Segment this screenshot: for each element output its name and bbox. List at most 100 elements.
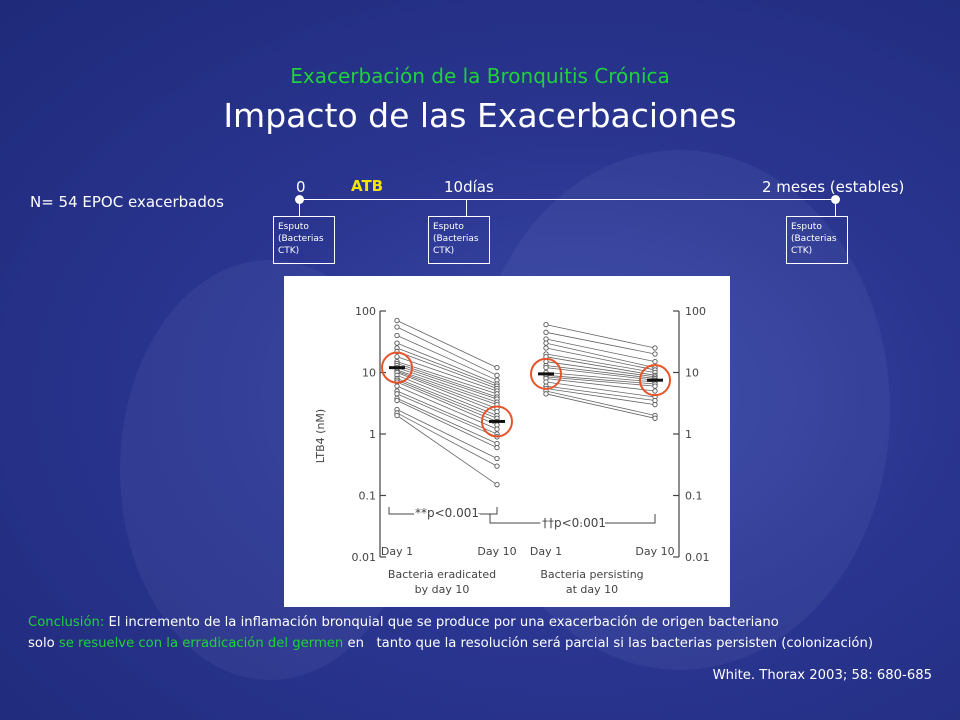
- patient-line: [545, 372, 656, 383]
- ltb4-chart: 100 100 10 10 1 1 0.1 0.1 0.01 0.01 LTB4 (nM) Day 1…: [284, 276, 730, 607]
- conclusion-line1-text: El incremento de la inflamación bronquia…: [108, 615, 779, 630]
- patient-line: [545, 365, 656, 379]
- patient-line: [396, 400, 498, 449]
- sputum-line: CTK): [791, 246, 813, 256]
- x-tick-label: Day 10: [635, 545, 674, 558]
- patient-line: [545, 338, 656, 363]
- data-point-day1: [394, 317, 400, 324]
- timeline-line: [299, 199, 835, 200]
- x-tick-label: Day 1: [381, 545, 413, 558]
- sputum-line: Esputo: [791, 222, 822, 232]
- ltb4-chart-svg: 100 100 10 10 1 1 0.1 0.1 0.01 0.01 LTB4 (nM) Day 1…: [314, 305, 710, 596]
- y-tick-label-left: 0.01: [352, 551, 377, 564]
- patient-line: [545, 342, 656, 369]
- data-point-day10: [652, 345, 658, 351]
- patient-line: [396, 381, 498, 426]
- patient-line: [545, 361, 656, 378]
- conclusion-line2-a: solo: [28, 636, 55, 651]
- highlight-circle: [481, 405, 513, 438]
- patient-line: [396, 374, 498, 416]
- data-point-day1: [394, 397, 400, 404]
- patient-line: [396, 347, 498, 387]
- y-axis-label: LTB4 (nM): [314, 409, 327, 463]
- data-point-day10: [652, 415, 658, 421]
- patient-line: [545, 378, 656, 392]
- data-point-day10: [652, 351, 658, 357]
- patient-line: [545, 347, 656, 371]
- timeline-tick-end: [835, 200, 836, 216]
- x-tick-label: Day 1: [530, 545, 562, 558]
- patient-line: [396, 342, 498, 385]
- y-tick-label-left: 10: [362, 367, 376, 380]
- data-point-day10: [494, 444, 500, 451]
- patient-line: [396, 385, 498, 430]
- atb-label: ATB: [351, 177, 384, 195]
- group-label-persisting: at day 10: [566, 583, 618, 596]
- data-point-day1: [543, 329, 549, 335]
- sputum-line: (Bacterias: [791, 234, 837, 244]
- sputum-line: CTK): [433, 246, 455, 256]
- slide-subtitle: Exacerbación de la Bronquitis Crónica: [290, 64, 670, 88]
- sputum-line: CTK): [278, 246, 300, 256]
- patient-line: [396, 369, 498, 406]
- conclusion-line2-b: en tanto que la resolución será parcial …: [347, 636, 873, 651]
- patient-line: [396, 361, 498, 395]
- patient-line: [396, 351, 498, 389]
- group-label-eradicated: Bacteria eradicated: [388, 568, 496, 581]
- y-tick-label-right: 0.01: [685, 551, 710, 564]
- sputum-line: (Bacterias: [278, 234, 324, 244]
- y-tick-label-right: 1: [685, 428, 692, 441]
- significance-label-1: **p<0.001: [415, 506, 479, 520]
- timeline-dot-end: [831, 195, 840, 204]
- data-point-day1: [394, 332, 400, 339]
- patient-line: [545, 353, 656, 373]
- patient-line: [396, 326, 498, 376]
- timeline-dot-start: [295, 195, 304, 204]
- data-point-day10: [494, 364, 500, 371]
- y-tick-label-left: 100: [355, 305, 376, 318]
- patient-line: [396, 335, 498, 381]
- highlight-circle: [530, 357, 562, 390]
- data-point-day10: [494, 426, 500, 432]
- data-point-day10: [494, 455, 500, 462]
- y-tick-label-left: 0.1: [359, 490, 377, 503]
- data-point-day1: [543, 340, 549, 346]
- slide-title: Impacto de las Exacerbaciones: [223, 96, 737, 135]
- data-point-day10: [494, 372, 500, 378]
- patient-line: [396, 356, 498, 392]
- patient-line: [545, 374, 656, 385]
- data-point-day1: [394, 324, 400, 330]
- data-point-day10: [494, 482, 500, 488]
- y-tick-label-right: 10: [685, 367, 699, 380]
- patient-line: [545, 331, 656, 355]
- cohort-label: N= 54 EPOC exacerbados: [30, 193, 224, 211]
- highlight-circle: [639, 364, 671, 397]
- patient-line: [396, 393, 498, 438]
- data-point-day1: [543, 391, 549, 397]
- patient-line: [396, 363, 498, 398]
- patient-line: [396, 365, 498, 400]
- significance-label-2: ††p<0.001: [542, 516, 606, 530]
- data-point-day10: [652, 359, 658, 365]
- data-point-day10: [652, 402, 658, 408]
- citation: White. Thorax 2003; 58: 680-685: [712, 668, 932, 683]
- patient-line: [545, 367, 656, 381]
- conclusion-line2-green: se resuelve con la erradicación del germ…: [58, 636, 344, 651]
- patient-line: [545, 390, 656, 416]
- patient-line: [396, 372, 498, 413]
- conclusion-text: Conclusión: El incremento de la inflamac…: [28, 612, 948, 654]
- data-point-day1: [394, 354, 400, 360]
- group-label-eradicated: by day 10: [415, 583, 470, 596]
- patient-line: [396, 378, 498, 419]
- patient-line: [396, 409, 498, 459]
- x-tick-label: Day 10: [477, 545, 516, 558]
- sputum-line: Esputo: [433, 222, 464, 232]
- significance-bracket-2: [489, 514, 656, 524]
- data-point-day1: [394, 391, 400, 397]
- data-point-day1: [543, 364, 549, 371]
- y-tick-label-right: 0.1: [685, 490, 703, 503]
- patient-line: [396, 367, 498, 403]
- highlight-circle: [381, 351, 413, 384]
- significance-bracket-1: [388, 507, 498, 515]
- sputum-box-day0: Esputo (Bacterias CTK): [273, 216, 335, 264]
